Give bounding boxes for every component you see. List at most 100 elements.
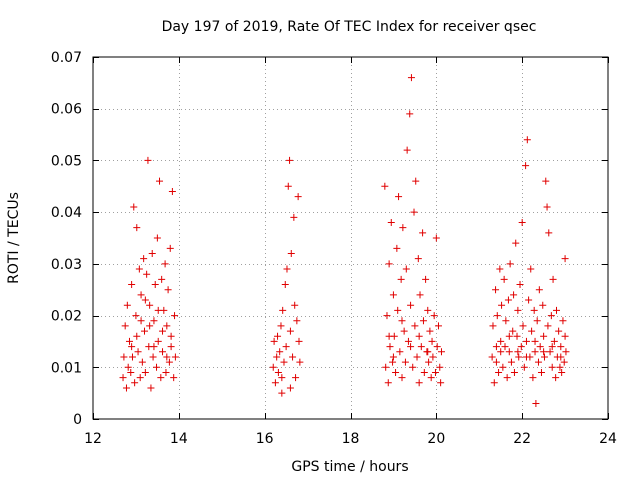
y-axis-tick-labels: 0 0.01 0.02 0.03 0.04 0.05 0.06 0.07	[51, 50, 82, 428]
data-point	[286, 156, 294, 164]
data-point	[407, 74, 415, 82]
data-point	[424, 306, 432, 314]
data-point	[512, 239, 520, 247]
data-point	[528, 327, 536, 335]
data-point	[133, 332, 141, 340]
data-point	[156, 177, 164, 185]
data-point	[499, 363, 507, 371]
data-point	[434, 322, 442, 330]
data-point	[505, 332, 513, 340]
data-point	[501, 343, 509, 351]
data-point	[533, 317, 541, 325]
data-point	[532, 399, 540, 407]
x-tick-label: 18	[342, 431, 360, 447]
data-point	[413, 353, 421, 361]
data-point	[296, 358, 304, 366]
data-point	[428, 337, 436, 345]
data-point	[124, 363, 132, 371]
data-point	[135, 265, 143, 273]
data-point	[505, 348, 513, 356]
data-point	[171, 353, 179, 361]
data-point	[394, 306, 402, 314]
data-point	[540, 348, 548, 356]
data-point	[144, 156, 152, 164]
data-point	[522, 353, 530, 361]
data-point	[385, 260, 393, 268]
data-point	[150, 343, 158, 351]
data-point	[281, 281, 289, 289]
data-point	[128, 353, 136, 361]
data-point	[151, 281, 159, 289]
data-point	[534, 358, 542, 366]
data-point	[539, 301, 547, 309]
data-point	[162, 368, 170, 376]
data-point	[540, 353, 548, 361]
data-point	[498, 301, 506, 309]
data-point	[283, 265, 291, 273]
data-point	[425, 358, 433, 366]
data-point	[488, 353, 496, 361]
y-tick-label: 0.04	[51, 205, 82, 221]
data-point	[544, 322, 552, 330]
data-point	[492, 358, 500, 366]
data-point	[416, 291, 424, 299]
data-point	[500, 275, 508, 283]
data-point	[398, 317, 406, 325]
data-point	[276, 348, 284, 356]
data-point	[290, 213, 298, 221]
data-point	[167, 343, 175, 351]
data-point	[433, 343, 441, 351]
data-point	[131, 379, 139, 387]
data-point	[127, 368, 135, 376]
x-axis-label: GPS time / hours	[291, 459, 408, 475]
data-point	[161, 260, 169, 268]
data-point	[406, 110, 414, 118]
data-point	[122, 384, 130, 392]
data-point	[503, 374, 511, 382]
data-point	[134, 348, 142, 356]
data-point	[401, 358, 409, 366]
data-point	[419, 229, 427, 237]
data-point	[430, 312, 438, 320]
data-point	[489, 322, 497, 330]
data-point	[398, 374, 406, 382]
data-point	[522, 337, 530, 345]
data-point	[557, 343, 565, 351]
data-point	[520, 363, 528, 371]
data-point	[514, 348, 522, 356]
data-point	[561, 255, 569, 263]
data-point	[545, 229, 553, 237]
data-point	[384, 379, 392, 387]
x-axis-tick-labels: 12 14 16 18 20 22 24	[84, 431, 617, 447]
data-point	[507, 358, 515, 366]
data-point	[395, 193, 403, 201]
data-point	[291, 301, 299, 309]
data-point	[133, 224, 141, 232]
data-point	[397, 275, 405, 283]
data-point	[157, 374, 165, 382]
data-point	[154, 306, 162, 314]
data-point	[287, 250, 295, 258]
data-point	[292, 374, 300, 382]
data-point	[153, 363, 161, 371]
data-point	[130, 203, 138, 211]
data-point	[527, 265, 535, 273]
data-point	[385, 332, 393, 340]
data-points	[119, 74, 570, 407]
data-point	[271, 379, 279, 387]
data-point	[381, 182, 389, 190]
data-point	[514, 306, 522, 314]
data-point	[389, 358, 397, 366]
data-point	[404, 337, 412, 345]
data-point	[146, 301, 154, 309]
x-tick-label: 20	[427, 431, 445, 447]
data-point	[128, 281, 136, 289]
data-point	[414, 255, 422, 263]
data-point	[293, 317, 301, 325]
data-point	[510, 291, 518, 299]
data-point	[422, 275, 430, 283]
data-point	[415, 379, 423, 387]
data-point	[437, 348, 445, 356]
y-tick-label: 0.03	[51, 257, 82, 273]
data-point	[496, 265, 504, 273]
